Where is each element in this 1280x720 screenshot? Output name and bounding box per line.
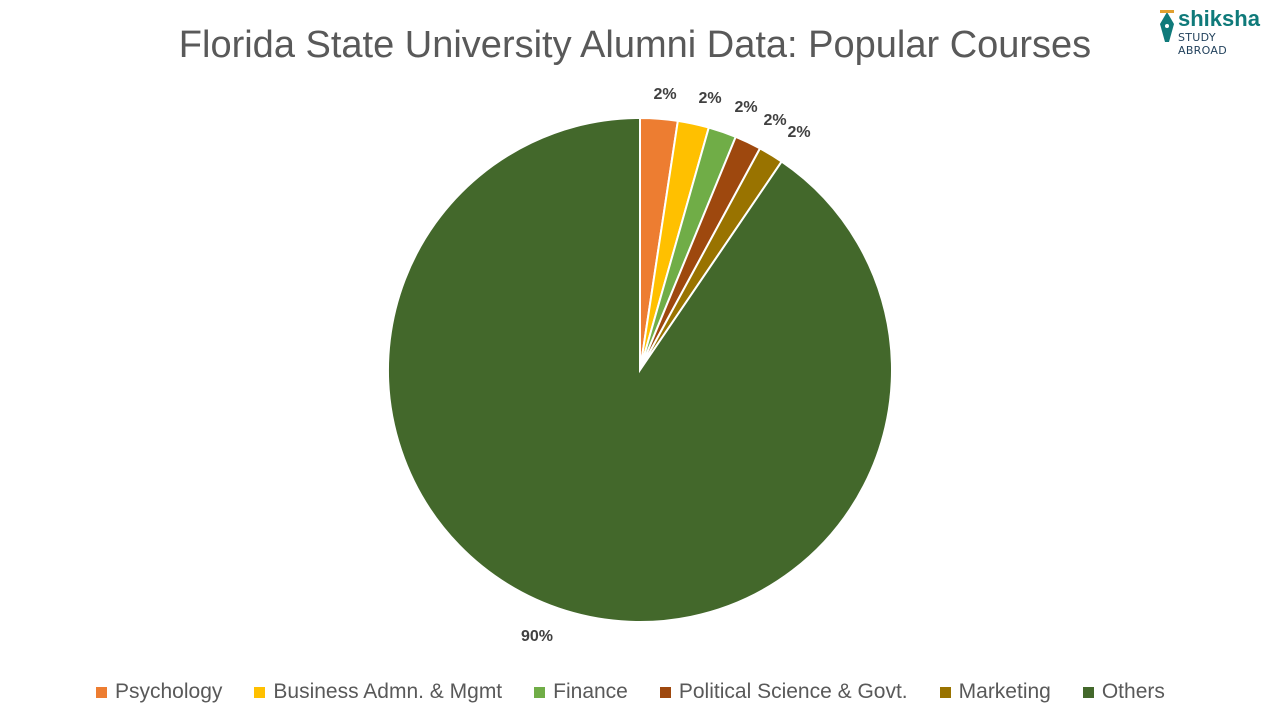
legend-item: Marketing — [939, 680, 1051, 704]
data-label: 2% — [734, 99, 757, 116]
legend-item: Psychology — [96, 680, 222, 704]
legend-swatch — [1082, 686, 1094, 698]
shiksha-logo: shiksha STUDY ABROAD — [1158, 6, 1268, 57]
legend-swatch — [659, 686, 671, 698]
data-label: 2% — [763, 112, 786, 129]
legend-label: Finance — [553, 680, 628, 703]
legend-item: Finance — [534, 680, 628, 704]
data-label: 2% — [787, 124, 810, 141]
legend-swatch — [96, 686, 107, 698]
legend: Psychology Business Admn. & Mgmt Finance Po… — [96, 680, 1197, 704]
legend-item: Business Admn. & Mgmt — [254, 680, 502, 704]
pie-slice — [387, 116, 893, 623]
legend-label: Marketing — [958, 680, 1051, 703]
legend-label: Others — [1101, 680, 1165, 703]
chart-title: Florida State University Alumni Data: Po… — [178, 24, 1092, 66]
legend-swatch — [939, 686, 951, 698]
legend-label: Business Admn. & Mgmt — [273, 680, 503, 703]
legend-swatch — [254, 686, 266, 698]
legend-label: Psychology — [115, 680, 223, 703]
data-label: 2% — [653, 86, 676, 103]
legend-item: Others — [1082, 680, 1165, 704]
legend-swatch — [534, 686, 546, 698]
pen-nib-icon — [1160, 10, 1174, 42]
data-label: 90% — [521, 628, 553, 645]
legend-item: Political Science & Govt. — [659, 680, 908, 704]
data-label: 2% — [698, 90, 721, 107]
legend-label: Political Science & Govt. — [678, 680, 908, 703]
